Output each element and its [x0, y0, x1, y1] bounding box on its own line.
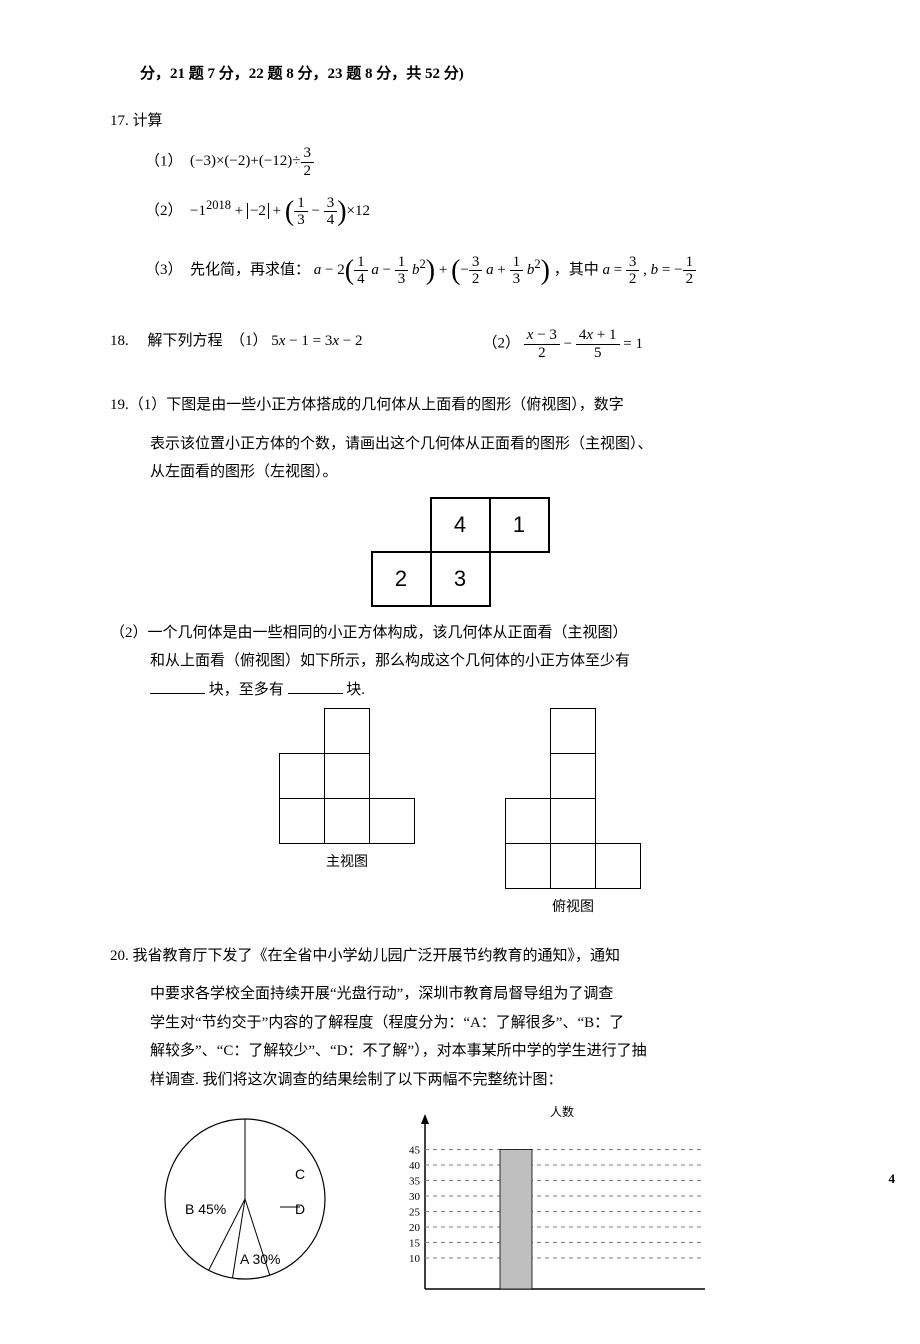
svg-text:30: 30 — [409, 1191, 421, 1203]
grid-cell: 4 — [431, 498, 490, 552]
expr-17-2: −12018 + −2 + (13 − 34)×12 — [190, 203, 370, 219]
svg-text:35: 35 — [409, 1176, 421, 1188]
expr-17-1: (−3)×(−2)+(−12)÷32 — [190, 153, 314, 169]
label-17-2: （2） — [145, 203, 183, 219]
q17-stem: 17. 计算 — [110, 107, 810, 136]
grid-cell: 3 — [431, 552, 490, 606]
expr-17-3: a − 2(14 a − 13 b2) + (−32 a + 13 b2) — [314, 262, 554, 278]
q19-p2c: 块，至多有 块. — [110, 676, 810, 705]
top-view-block: 俯视图 — [505, 708, 641, 922]
text-p2c-a: 块，至多有 — [209, 682, 284, 698]
expr-17-3-vals: a = 32 , b = −12 — [602, 262, 696, 278]
svg-text:B 45%: B 45% — [185, 1201, 226, 1217]
q17-part2: （2） −12018 + −2 + (13 − 34)×12 — [110, 185, 810, 238]
svg-text:C: C — [295, 1166, 305, 1182]
expr-18-2: x − 32 − 4x + 15 = 1 — [524, 336, 643, 352]
label-17-3: （3） — [145, 262, 183, 278]
svg-text:10: 10 — [409, 1253, 421, 1265]
pie-chart: B 45% A 30% C D — [130, 1104, 360, 1294]
q17-part1: （1） (−3)×(−2)+(−12)÷32 — [110, 145, 810, 179]
q19-top-grid: 4 1 2 3 — [371, 497, 550, 607]
svg-text:A 30%: A 30% — [240, 1251, 280, 1267]
svg-text:D: D — [295, 1201, 305, 1217]
section-header: 分，21 题 7 分，22 题 8 分，23 题 8 分，共 52 分) — [110, 60, 810, 89]
front-view-block: 主视图 — [279, 708, 415, 922]
svg-text:15: 15 — [409, 1238, 421, 1250]
grid-cell: 2 — [372, 552, 431, 606]
svg-text:40: 40 — [409, 1160, 421, 1172]
svg-text:25: 25 — [409, 1207, 421, 1219]
q17-part3: （3） 先化简，再求值： a − 2(14 a − 13 b2) + (−32 … — [110, 244, 810, 297]
svg-text:人数: 人数 — [550, 1104, 574, 1119]
label-17-1: （1） — [145, 153, 183, 169]
views-row: 主视图 俯视图 — [110, 708, 810, 922]
text-17-3b: ，其中 — [554, 262, 599, 278]
blank-min[interactable] — [150, 679, 205, 694]
top-view-shape — [505, 708, 641, 889]
top-caption: 俯视图 — [505, 895, 641, 922]
text-17-3a: 先化简，再求值： — [190, 262, 310, 278]
q18: 18. 解下列方程 （1） 5x − 1 = 3x − 2 （2） x − 32… — [110, 327, 810, 361]
grid-cell: 1 — [490, 498, 549, 552]
q20-l2: 中要求各学校全面持续开展“光盘行动”，深圳市教育局督导组为了调查 — [110, 980, 810, 1009]
page-number: 4 — [889, 1167, 896, 1192]
q20-l4: 解较多”、“C：了解较少”、“D：不了解”），对本事某所中学的学生进行了抽 — [110, 1037, 810, 1066]
charts-row: B 45% A 30% C D 人数 10 15 20 25 30 35 40 45 — [110, 1104, 810, 1304]
bar-chart: 人数 10 15 20 25 30 35 40 45 — [390, 1104, 710, 1304]
front-caption: 主视图 — [279, 850, 415, 877]
text-p2c-b: 块. — [346, 682, 365, 698]
q18-stem: 18. 解下列方程 （1） — [110, 333, 268, 349]
label-18-2: （2） — [483, 336, 521, 352]
blank-max[interactable] — [288, 679, 343, 694]
q20-l3: 学生对“节约交于”内容的了解程度（程度分为：“A：了解很多”、“B：了 — [110, 1009, 810, 1038]
q20-l1: 20. 我省教育厅下发了《在全省中小学幼儿园广泛开展节约教育的通知》，通知 — [110, 942, 810, 971]
q19-p2a: （2）一个几何体是由一些相同的小正方体构成，该几何体从正面看（主视图） — [110, 619, 810, 648]
front-view-shape — [279, 708, 415, 844]
svg-text:20: 20 — [409, 1222, 421, 1234]
q19-line2: 表示该位置小正方体的个数，请画出这个几何体从正面看的图形（主视图）、 — [110, 430, 810, 459]
q19-line3: 从左面看的图形（左视图）。 — [110, 458, 810, 487]
expr-18-1: 5x − 1 = 3x − 2 — [271, 333, 362, 349]
q19-line1: 19.（1）下图是由一些小正方体搭成的几何体从上面看的图形（俯视图），数字 — [110, 391, 810, 420]
svg-text:45: 45 — [409, 1145, 421, 1157]
q20-l5: 样调查. 我们将这次调查的结果绘制了以下两幅不完整统计图： — [110, 1066, 810, 1095]
q19-p2b: 和从上面看（俯视图）如下所示，那么构成这个几何体的小正方体至少有 — [110, 647, 810, 676]
